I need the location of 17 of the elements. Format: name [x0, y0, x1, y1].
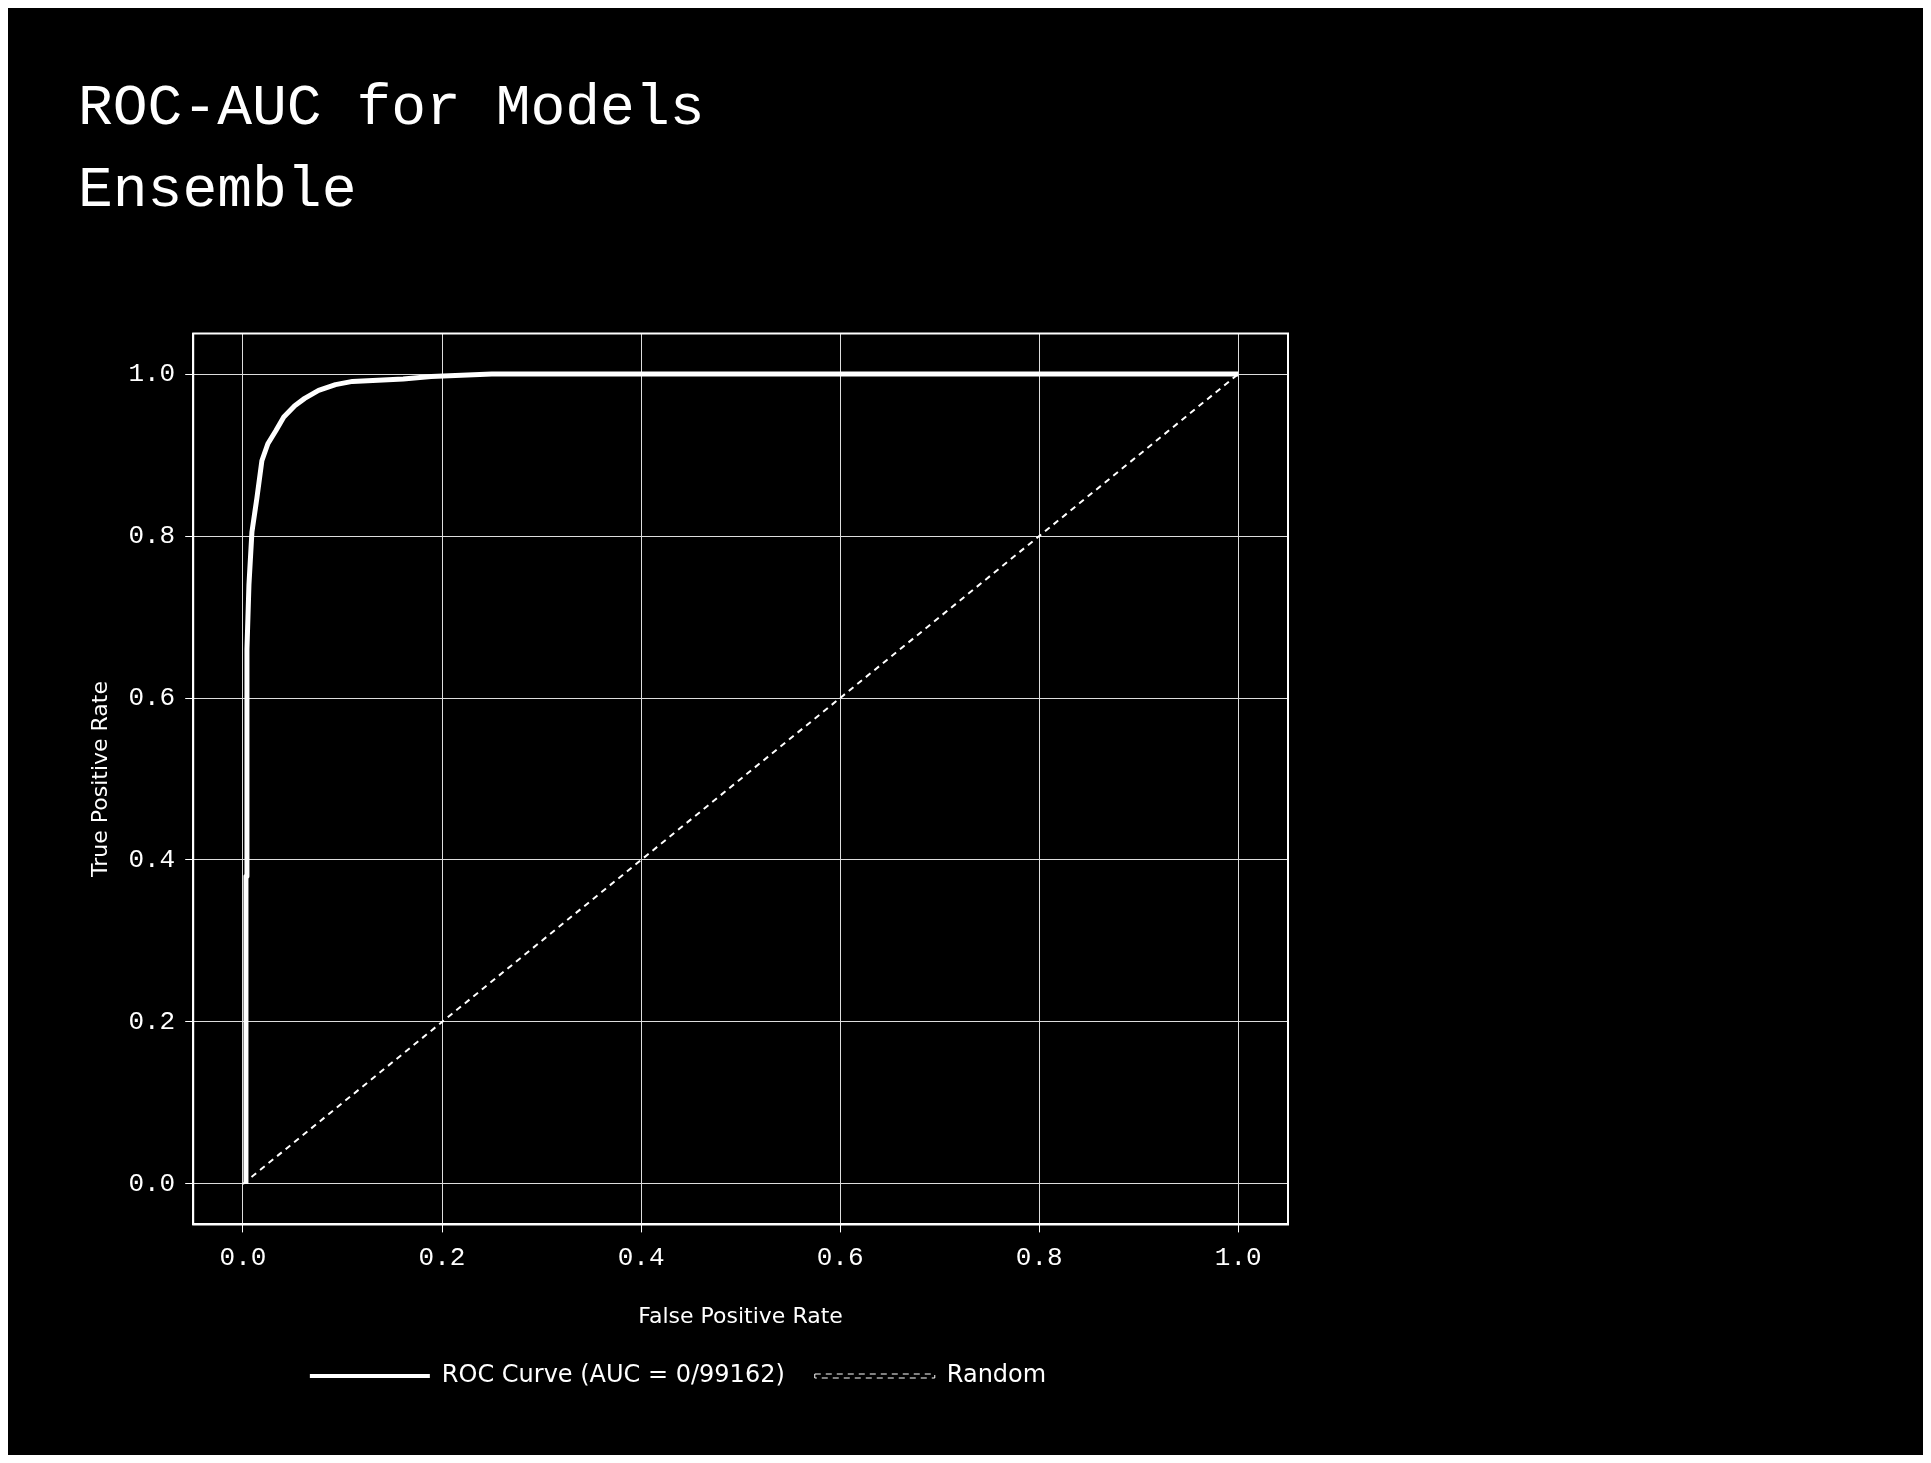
- chart-title: ROC-AUC for Models Ensemble: [78, 75, 706, 225]
- x-tick-label: 1.0: [1214, 1242, 1262, 1273]
- x-tick-label: 0.6: [816, 1242, 864, 1273]
- x-tick-label: 0.8: [1015, 1242, 1063, 1273]
- y-tick-label: 0.2: [128, 1006, 176, 1037]
- y-tick-label: 0.6: [128, 682, 176, 713]
- x-axis-title: False Positive Rate: [638, 1302, 843, 1328]
- y-tick-label: 1.0: [128, 358, 176, 389]
- x-tick-label: 0.4: [617, 1242, 665, 1273]
- y-tick-label: 0.0: [128, 1168, 176, 1199]
- legend-label: Random: [946, 1360, 1047, 1389]
- x-tick-label: 0.0: [219, 1242, 267, 1273]
- y-tick-label: 0.4: [128, 844, 176, 875]
- legend-label: ROC Curve (AUC = 0/99162): [441, 1360, 785, 1389]
- y-tick-label: 0.8: [128, 520, 176, 551]
- y-axis-title: True Positive Rate: [86, 681, 112, 878]
- x-tick-label: 0.2: [418, 1242, 466, 1273]
